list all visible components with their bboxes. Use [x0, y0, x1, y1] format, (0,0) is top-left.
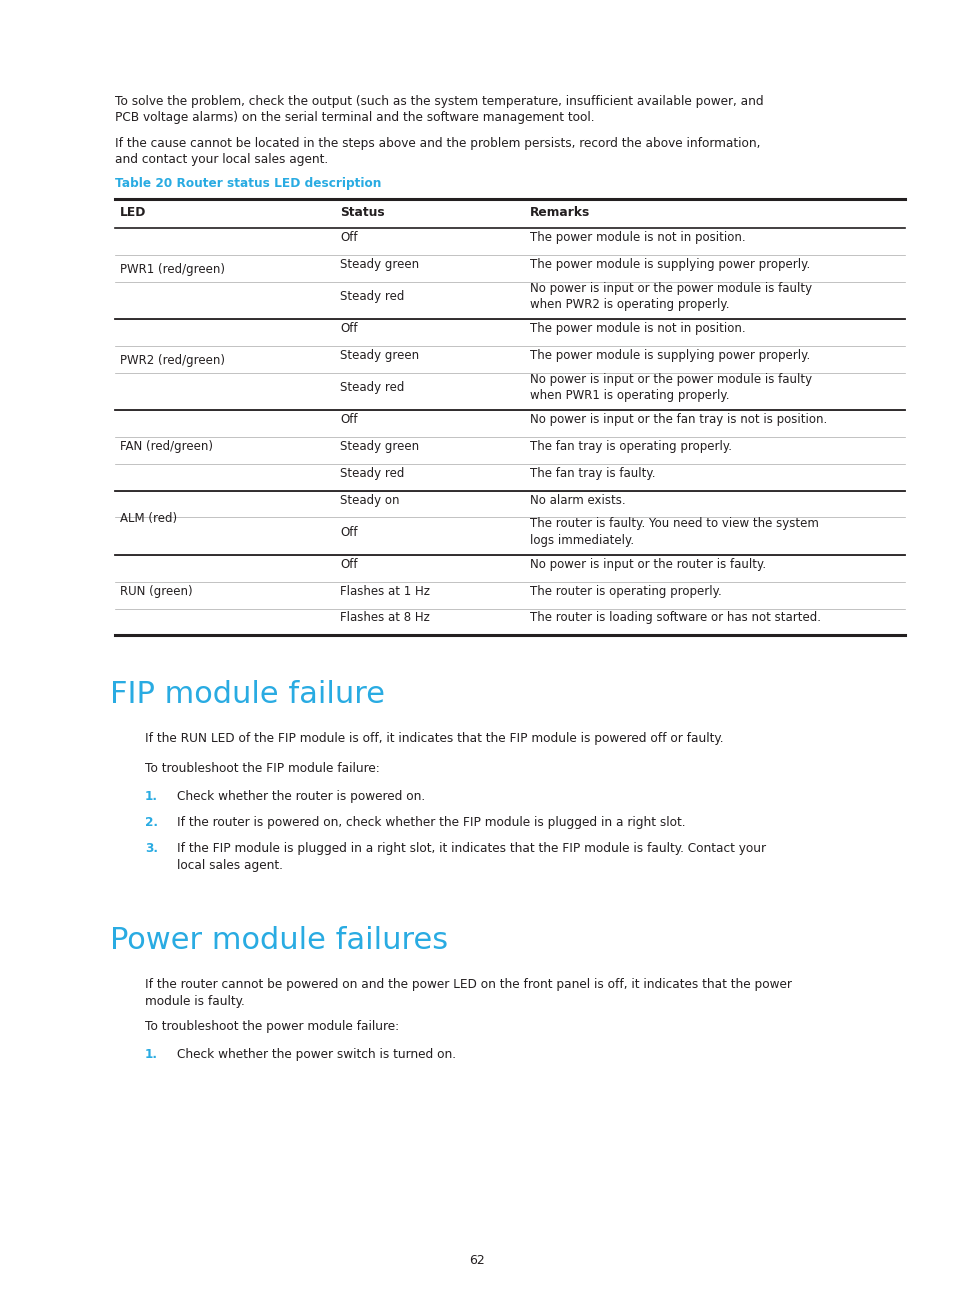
- Text: No power is input or the fan tray is not is position.: No power is input or the fan tray is not…: [530, 413, 826, 426]
- Text: Off: Off: [339, 231, 357, 244]
- Text: The power module is not in position.: The power module is not in position.: [530, 231, 745, 244]
- Text: Status: Status: [339, 206, 384, 219]
- Text: Steady green: Steady green: [339, 439, 418, 452]
- Text: If the router cannot be powered on and the power LED on the front panel is off, : If the router cannot be powered on and t…: [145, 978, 791, 1008]
- Text: Power module failures: Power module failures: [110, 927, 448, 955]
- Text: Off: Off: [339, 321, 357, 334]
- Text: The power module is supplying power properly.: The power module is supplying power prop…: [530, 258, 809, 271]
- Text: LED: LED: [120, 206, 146, 219]
- Text: Off: Off: [339, 557, 357, 570]
- Text: To troubleshoot the FIP module failure:: To troubleshoot the FIP module failure:: [145, 762, 379, 775]
- Text: Table 20 Router status LED description: Table 20 Router status LED description: [115, 178, 381, 191]
- Text: Flashes at 8 Hz: Flashes at 8 Hz: [339, 612, 430, 625]
- Text: To troubleshoot the power module failure:: To troubleshoot the power module failure…: [145, 1020, 398, 1033]
- Text: The router is faulty. You need to view the system
logs immediately.: The router is faulty. You need to view t…: [530, 517, 818, 547]
- Text: Check whether the router is powered on.: Check whether the router is powered on.: [177, 791, 425, 804]
- Text: No power is input or the router is faulty.: No power is input or the router is fault…: [530, 557, 765, 570]
- Text: Steady red: Steady red: [339, 381, 404, 394]
- Text: Steady on: Steady on: [339, 494, 399, 507]
- Text: Steady red: Steady red: [339, 290, 404, 303]
- Text: No power is input or the power module is faulty
when PWR1 is operating properly.: No power is input or the power module is…: [530, 373, 811, 402]
- Text: PWR1 (red/green): PWR1 (red/green): [120, 263, 225, 276]
- Text: The router is operating properly.: The router is operating properly.: [530, 584, 721, 597]
- Text: Steady green: Steady green: [339, 349, 418, 362]
- Text: To solve the problem, check the output (such as the system temperature, insuffic: To solve the problem, check the output (…: [115, 95, 762, 124]
- Text: Flashes at 1 Hz: Flashes at 1 Hz: [339, 584, 430, 597]
- Text: 1.: 1.: [145, 791, 158, 804]
- Text: The fan tray is operating properly.: The fan tray is operating properly.: [530, 439, 731, 452]
- Text: FIP module failure: FIP module failure: [110, 680, 385, 709]
- Text: The fan tray is faulty.: The fan tray is faulty.: [530, 467, 655, 480]
- Text: If the RUN LED of the FIP module is off, it indicates that the FIP module is pow: If the RUN LED of the FIP module is off,…: [145, 732, 722, 745]
- Text: ALM (red): ALM (red): [120, 512, 177, 525]
- Text: 1.: 1.: [145, 1048, 158, 1061]
- Text: 3.: 3.: [145, 842, 158, 855]
- Text: Remarks: Remarks: [530, 206, 590, 219]
- Text: If the cause cannot be located in the steps above and the problem persists, reco: If the cause cannot be located in the st…: [115, 137, 760, 166]
- Text: FAN (red/green): FAN (red/green): [120, 439, 213, 452]
- Text: 2.: 2.: [145, 816, 158, 829]
- Text: The power module is supplying power properly.: The power module is supplying power prop…: [530, 349, 809, 362]
- Text: No alarm exists.: No alarm exists.: [530, 494, 625, 507]
- Text: Steady green: Steady green: [339, 258, 418, 271]
- Text: The router is loading software or has not started.: The router is loading software or has no…: [530, 612, 821, 625]
- Text: Off: Off: [339, 526, 357, 539]
- Text: PWR2 (red/green): PWR2 (red/green): [120, 354, 225, 367]
- Text: Steady red: Steady red: [339, 467, 404, 480]
- Text: The power module is not in position.: The power module is not in position.: [530, 321, 745, 334]
- Text: No power is input or the power module is faulty
when PWR2 is operating properly.: No power is input or the power module is…: [530, 281, 811, 311]
- Text: If the router is powered on, check whether the FIP module is plugged in a right : If the router is powered on, check wheth…: [177, 816, 685, 829]
- Text: RUN (green): RUN (green): [120, 584, 193, 597]
- Text: 62: 62: [469, 1255, 484, 1267]
- Text: If the FIP module is plugged in a right slot, it indicates that the FIP module i: If the FIP module is plugged in a right …: [177, 842, 765, 872]
- Text: Off: Off: [339, 413, 357, 426]
- Text: Check whether the power switch is turned on.: Check whether the power switch is turned…: [177, 1048, 456, 1061]
